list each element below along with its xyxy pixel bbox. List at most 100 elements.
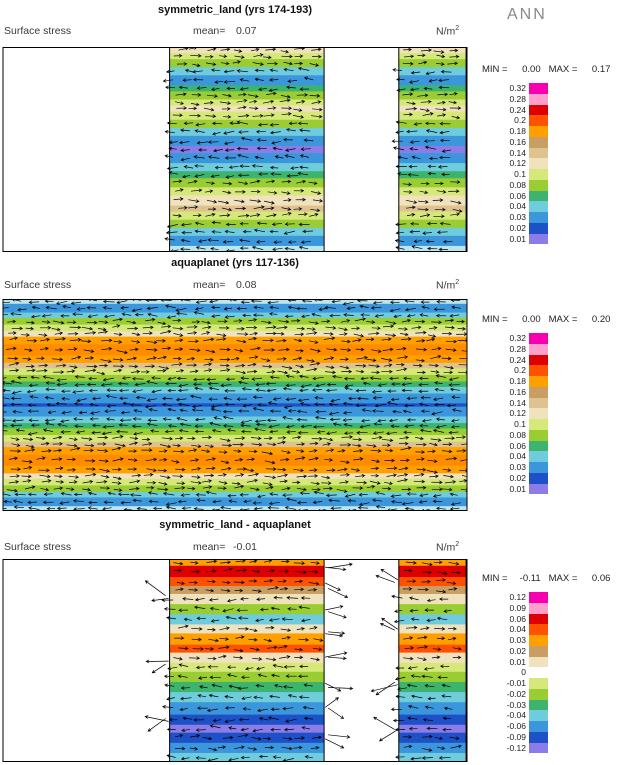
contour-band [3,312,467,319]
contour-band [169,91,325,100]
legend-row: -0.01 [482,678,632,689]
legend-tick-label: -0.03 [506,699,526,710]
legend-tick-label: 0.24 [509,104,526,115]
units-base: N/m [436,541,456,554]
legend-tick-label: 0.32 [509,333,526,343]
contour-band [398,593,467,605]
legend-swatch [529,592,548,603]
max-value: 0.06 [591,573,611,584]
legend-swatch [529,222,548,234]
legend-tick-label: 0.04 [509,624,526,635]
contour-band [398,59,467,68]
legend-tick-label: 0.28 [509,343,526,354]
contour-band [169,692,325,703]
contour-band [398,171,467,179]
contour-band [3,406,467,417]
contour-band [169,577,325,587]
legend-swatch [529,104,548,116]
min-value: 0.00 [522,64,541,75]
contour-band [398,614,467,625]
contour-band [169,652,325,664]
contour-band [169,593,325,605]
legend-swatch [529,343,548,355]
legend-tick-label: 0 [521,667,526,678]
legend-tick-label: 0.1 [514,419,526,429]
legend-swatch [529,451,548,462]
contour-band [398,187,467,196]
contour-band [398,577,467,587]
plot-border [2,299,468,511]
legend-tick-label: 0.32 [509,83,526,93]
legend-row: 0.01 [482,483,632,495]
legend-row: 0.08 [482,429,632,441]
contour-band [169,586,325,595]
contour-band [3,428,467,436]
contour-band [398,145,467,154]
legend-row: 0 [482,667,632,678]
contour-band [169,633,325,646]
contour-band [398,633,467,646]
contour-band [3,368,467,376]
contour-band [3,485,467,493]
contour-band [169,47,325,54]
legend-swatch [529,233,548,245]
legend-swatch [529,354,548,366]
contour-band [169,85,325,92]
legend-row: 0.03 [482,212,632,223]
units-exponent: 2 [455,279,460,286]
legend-row: -0.06 [482,721,632,732]
contour-band [398,724,467,734]
contour-band [398,67,467,76]
legend-tick-label: 0.03 [509,212,526,222]
panel-3-vector-contour-plot [0,559,470,762]
legend-row: 0.06 [482,440,632,452]
legend-swatch [529,169,548,180]
contour-bands [144,559,467,762]
legend-tick-label: 0.01 [509,656,526,667]
legend-row: 0.16 [482,136,632,148]
legend-swatch [529,635,548,646]
legend-tick-label: -0.02 [506,688,526,699]
min-label: MIN = [482,573,508,584]
contour-band [169,742,325,754]
panel-1-colorbar: 0.32 0.28 0.24 0.2 0.18 0.16 0.14 0.12 0.1 0.08 0.… [482,83,632,245]
legend-swatch [529,397,548,409]
contour-band [169,153,325,164]
contour-band [398,742,467,754]
contour-band [169,187,325,196]
legend-tick-label: 0.2 [514,365,526,376]
legend-row: 0.2 [482,115,632,126]
legend-row: 0.02 [482,645,632,657]
legend-row: 0.18 [482,376,632,387]
panel-1-mean-label: mean= [193,25,226,37]
contour-band [398,732,467,744]
panel-2-mean-label: mean= [193,279,226,291]
panel-2-field-label: Surface stress [4,279,72,291]
contour-band [3,506,467,511]
contour-band [3,381,467,388]
legend-row: 0.24 [482,354,632,366]
legend-swatch [529,688,548,700]
contour-band [3,362,467,369]
legend-tick-label: 0.03 [509,635,526,645]
panel-3-minmax: MIN = -0.11 MAX = 0.06 [482,573,632,585]
contour-bands [162,47,467,252]
contour-band [3,299,467,305]
contour-band [398,211,467,221]
contour-band [3,336,467,345]
contour-band [398,624,467,634]
contour-band [3,403,467,408]
legend-tick-label: 0.16 [509,136,526,147]
contour-band [398,559,467,567]
panel-2-legend: MIN = 0.00 MAX = 0.20 0.32 0.28 0.24 0.2 0.18 0.… [482,314,632,495]
legend-row: 0.16 [482,386,632,398]
contour-band [398,85,467,92]
units-base: N/m [436,279,456,292]
legend-row: -0.03 [482,699,632,711]
legend-swatch [529,115,548,126]
legend-row: 0.09 [482,602,632,614]
contour-band [3,318,467,325]
contour-band [3,473,467,480]
contour-band [169,205,325,213]
